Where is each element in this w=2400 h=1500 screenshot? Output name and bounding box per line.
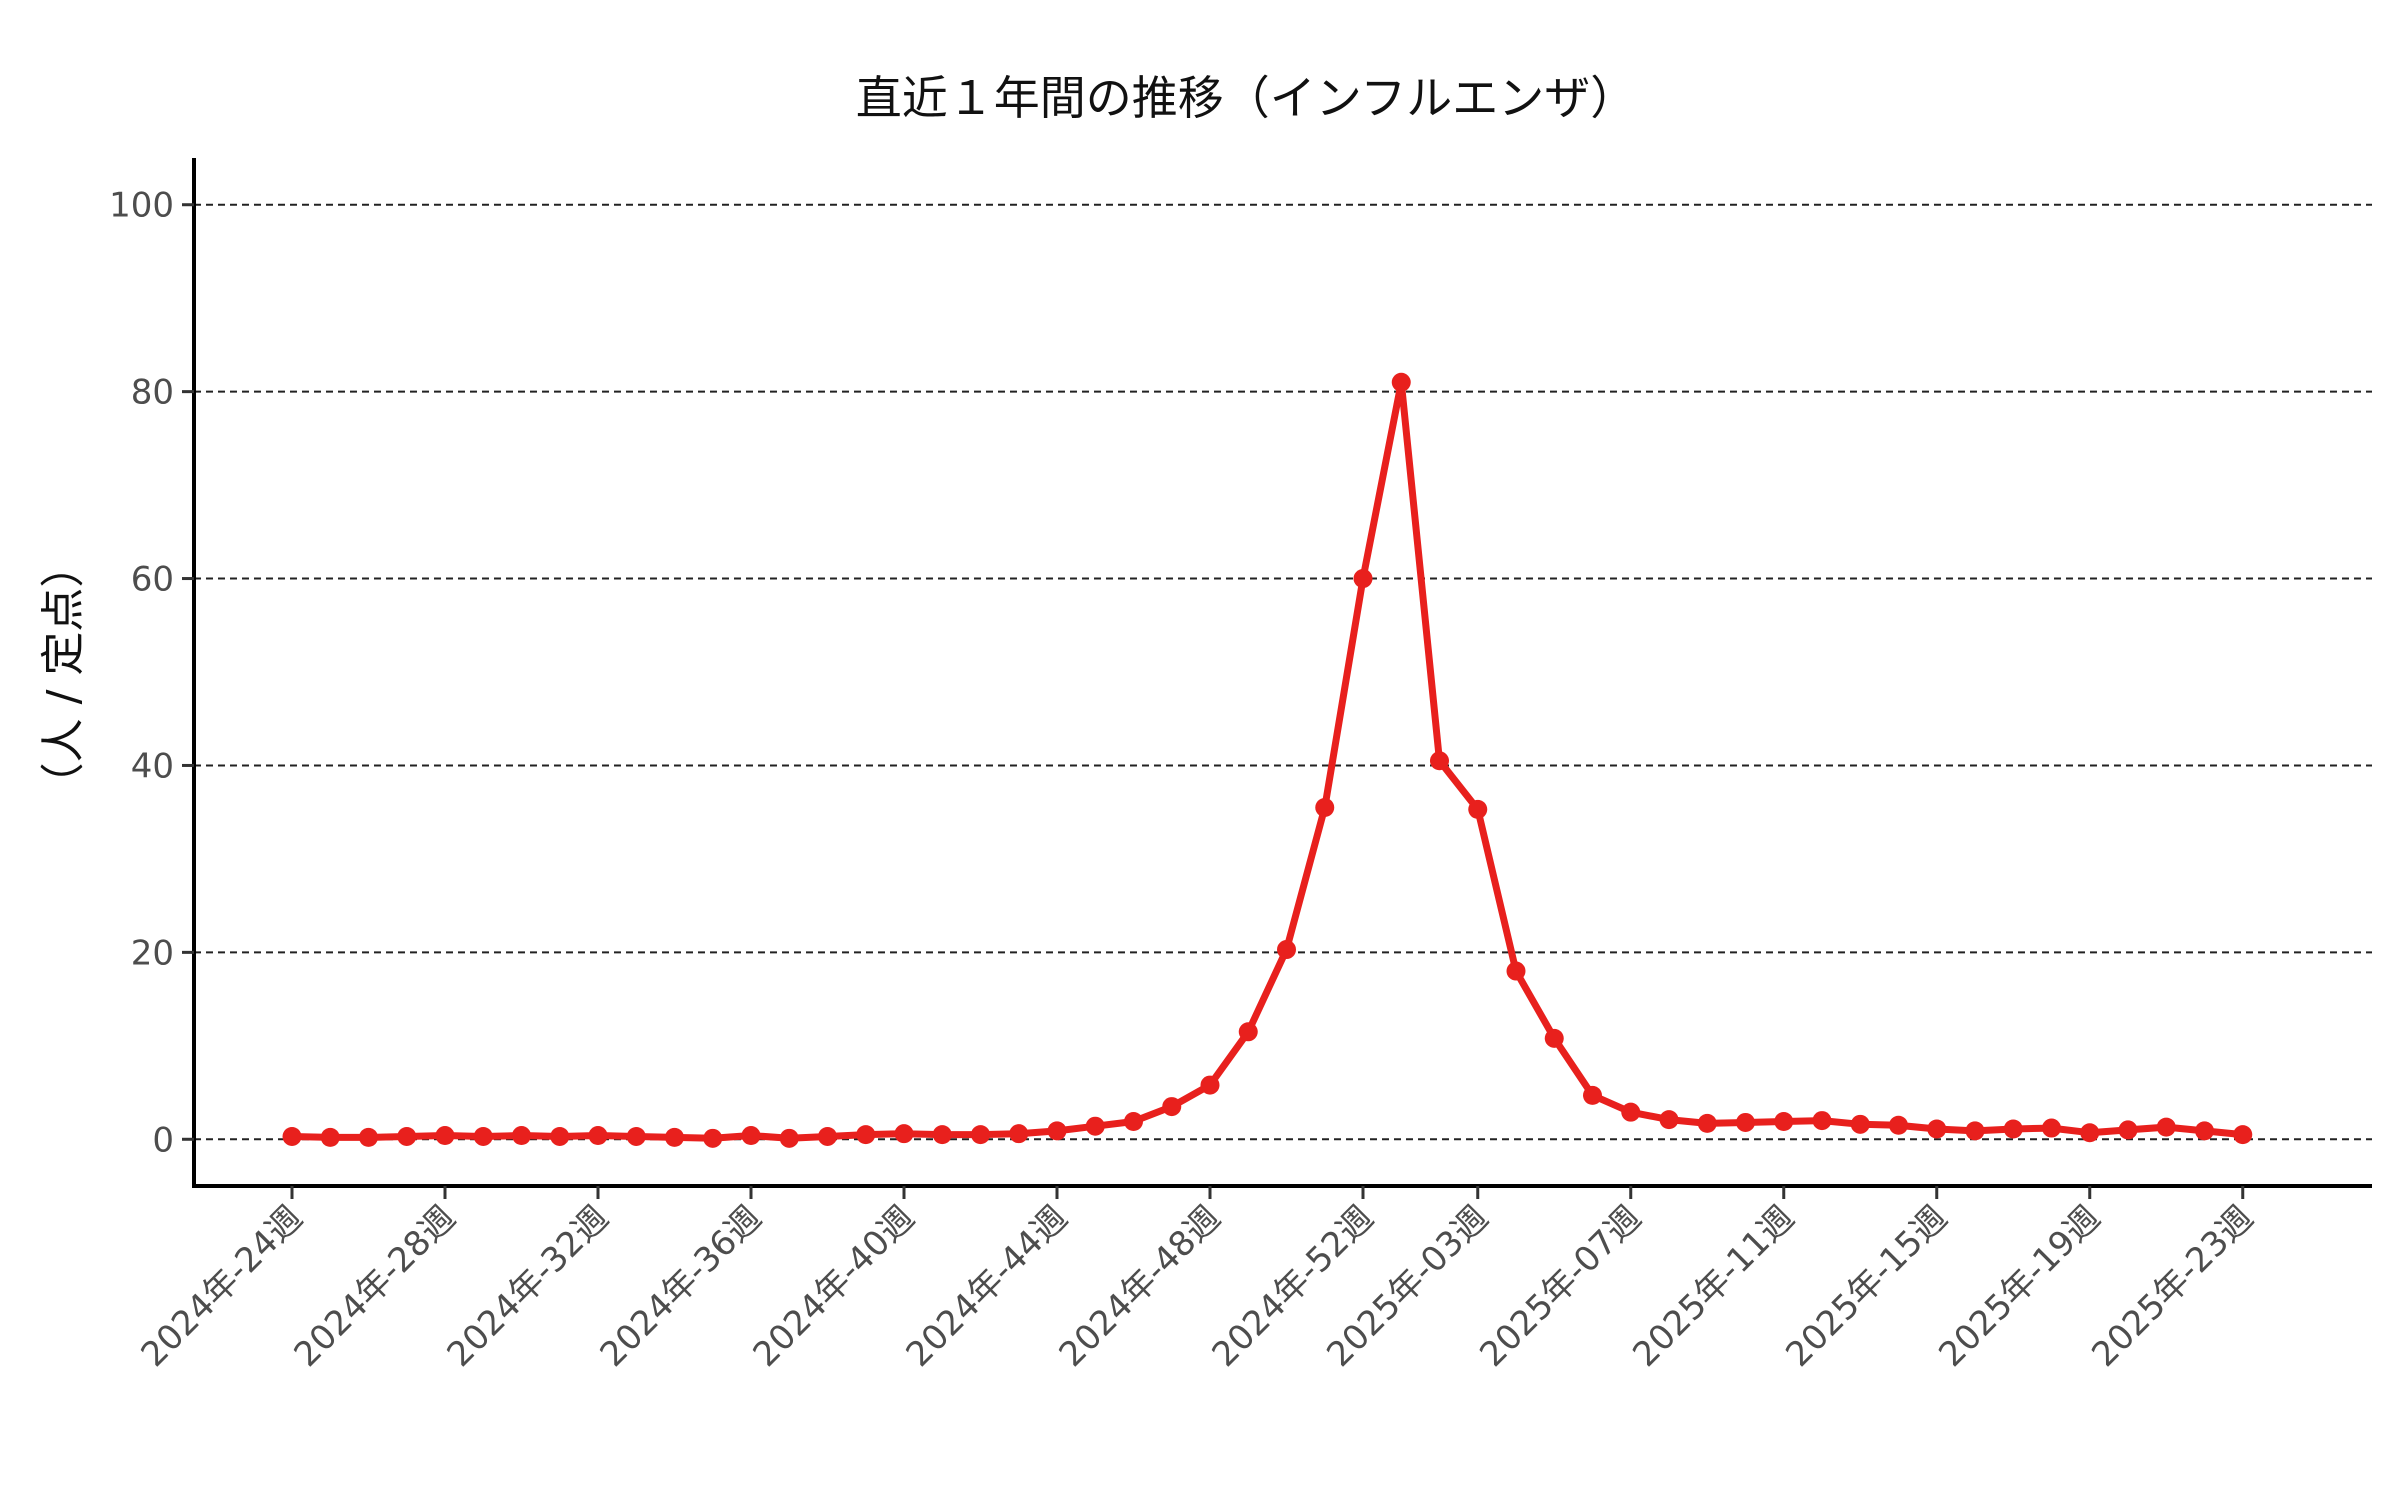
data-point xyxy=(1812,1111,1832,1131)
data-point xyxy=(894,1124,914,1144)
x-tick-label: 2024年-24週 xyxy=(134,1198,311,1375)
data-point xyxy=(1850,1114,1870,1134)
chart-title: 直近１年間の推移（インフルエンザ） xyxy=(856,71,1637,125)
data-point xyxy=(665,1127,684,1147)
x-tick-label: 2025年-19週 xyxy=(1931,1198,2108,1375)
y-tick-label: 60 xyxy=(131,560,174,600)
y-tick-label: 100 xyxy=(109,186,174,226)
x-tick-label: 2024年-40週 xyxy=(746,1198,923,1375)
data-point xyxy=(1965,1121,1985,1141)
data-point xyxy=(2042,1118,2061,1138)
data-point xyxy=(473,1126,493,1146)
data-point xyxy=(588,1126,608,1146)
data-point xyxy=(779,1128,799,1148)
data-point xyxy=(320,1127,340,1147)
chart-axes xyxy=(192,158,2372,1188)
data-point xyxy=(1506,961,1526,981)
data-point xyxy=(932,1125,952,1145)
x-tick-label: 2025年-11週 xyxy=(1625,1198,1802,1375)
x-tick-label: 2024年-36週 xyxy=(593,1198,770,1375)
data-point xyxy=(971,1125,990,1145)
data-point xyxy=(1774,1112,1794,1132)
data-point xyxy=(1697,1113,1717,1133)
data-point xyxy=(1009,1124,1029,1144)
x-axis-ticks: 2024年-24週2024年-28週2024年-32週2024年-36週2024… xyxy=(134,1186,2261,1375)
data-point xyxy=(435,1126,455,1146)
data-point xyxy=(1583,1085,1602,1105)
data-point xyxy=(1085,1116,1105,1136)
data-point xyxy=(1621,1102,1641,1122)
y-axis-label: （人 / 定点） xyxy=(38,544,89,807)
data-point xyxy=(282,1126,302,1146)
data-point xyxy=(818,1126,837,1146)
data-point xyxy=(626,1126,646,1146)
x-tick-label: 2024年-28週 xyxy=(287,1198,464,1375)
y-tick-label: 20 xyxy=(131,933,174,973)
x-tick-label: 2024年-48週 xyxy=(1052,1198,1229,1375)
data-point xyxy=(1927,1119,1947,1139)
data-point xyxy=(703,1128,723,1148)
data-point xyxy=(2080,1123,2100,1143)
data-point xyxy=(741,1126,761,1146)
data-point xyxy=(1162,1097,1182,1117)
data-point xyxy=(1315,798,1335,818)
data-point xyxy=(1430,751,1449,771)
y-tick-label: 40 xyxy=(131,746,174,786)
data-point xyxy=(1277,940,1296,960)
data-point xyxy=(1544,1028,1564,1048)
data-point xyxy=(1200,1075,1220,1095)
series-influenza xyxy=(282,372,2253,1148)
data-point xyxy=(397,1126,417,1146)
y-tick-label: 0 xyxy=(152,1120,174,1160)
x-tick-label: 2025年-15週 xyxy=(1778,1198,1955,1375)
x-tick-label: 2025年-23週 xyxy=(2084,1198,2261,1375)
data-point xyxy=(1353,569,1373,589)
series-line xyxy=(288,378,2247,1142)
data-point xyxy=(1391,372,1411,392)
data-point xyxy=(1468,799,1488,819)
x-tick-label: 2024年-32週 xyxy=(440,1198,617,1375)
data-point xyxy=(1124,1112,1143,1132)
data-point xyxy=(1238,1022,1258,1042)
data-point xyxy=(2156,1117,2176,1137)
data-point xyxy=(1736,1112,1755,1132)
data-point xyxy=(856,1125,876,1145)
data-point xyxy=(1659,1110,1679,1130)
y-gridlines xyxy=(194,203,2372,1141)
data-point xyxy=(1889,1115,1908,1135)
data-point xyxy=(2118,1120,2138,1140)
x-tick-label: 2025年-07週 xyxy=(1472,1198,1649,1375)
data-point xyxy=(550,1126,570,1146)
y-tick-label: 80 xyxy=(131,373,174,413)
data-point xyxy=(512,1126,531,1146)
data-point xyxy=(359,1127,378,1147)
y-axis-ticks: 0 20 40 60 80 100 xyxy=(109,186,194,1160)
data-point xyxy=(1047,1121,1067,1141)
data-point xyxy=(2195,1121,2214,1141)
data-point xyxy=(2003,1119,2023,1139)
data-point xyxy=(2233,1125,2253,1145)
x-tick-label: 2024年-44週 xyxy=(899,1198,1076,1375)
